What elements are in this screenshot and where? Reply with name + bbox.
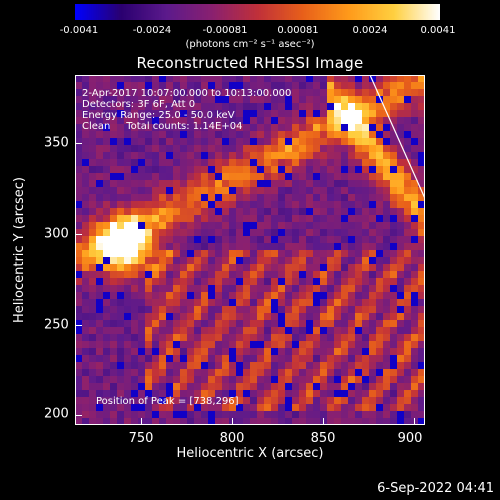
colorbar-tick-label: 0.0024 bbox=[352, 25, 388, 36]
peak-position: Position of Peak = [738,296] bbox=[96, 396, 239, 407]
info-detectors: Detectors: 3F 6F, Att 0 bbox=[82, 99, 196, 110]
image-pixels bbox=[75, 75, 425, 425]
colorbar-tick-label: 0.00081 bbox=[277, 25, 319, 36]
y-tick-label: 200 bbox=[44, 406, 69, 422]
x-tick-label: 750 bbox=[128, 431, 154, 446]
info-time-range: 2-Apr-2017 10:07:00.000 to 10:13:00.000 bbox=[82, 88, 292, 99]
x-tick-label: 800 bbox=[219, 431, 245, 446]
colorbar bbox=[75, 4, 440, 20]
colorbar-units: (photons cm⁻² s⁻¹ asec⁻²) bbox=[185, 39, 315, 50]
x-tick-mark bbox=[414, 418, 415, 425]
y-tick-label: 250 bbox=[44, 317, 69, 333]
rhessi-image bbox=[75, 75, 425, 425]
y-tick-mark bbox=[75, 325, 82, 326]
info-counts: Clean Total counts: 1.14E+04 bbox=[82, 121, 243, 132]
y-tick-label: 350 bbox=[44, 135, 69, 151]
y-tick-mark bbox=[75, 415, 82, 416]
x-tick-label: 850 bbox=[310, 431, 336, 446]
x-tick-mark bbox=[323, 418, 324, 425]
y-tick-mark bbox=[75, 234, 82, 235]
plot-title: Reconstructed RHESSI Image bbox=[136, 54, 364, 72]
x-tick-label: 900 bbox=[397, 431, 423, 446]
colorbar-tick-label: -0.0024 bbox=[132, 25, 172, 36]
y-tick-mark bbox=[75, 143, 82, 144]
colorbar-tick-label: 0.0041 bbox=[420, 25, 456, 36]
x-tick-mark bbox=[232, 418, 233, 425]
x-tick-mark bbox=[141, 418, 142, 425]
y-axis-title: Heliocentric Y (arcsec) bbox=[12, 177, 27, 323]
solar-limb bbox=[369, 75, 425, 200]
colorbar-tick-label: -0.00081 bbox=[202, 25, 248, 36]
info-energy-range: Energy Range: 25.0 - 50.0 keV bbox=[82, 110, 235, 121]
timestamp: 6-Sep-2022 04:41 bbox=[377, 481, 494, 496]
x-axis-title: Heliocentric X (arcsec) bbox=[176, 446, 324, 461]
y-tick-label: 300 bbox=[44, 226, 69, 242]
colorbar-tick-label: -0.0041 bbox=[59, 25, 99, 36]
